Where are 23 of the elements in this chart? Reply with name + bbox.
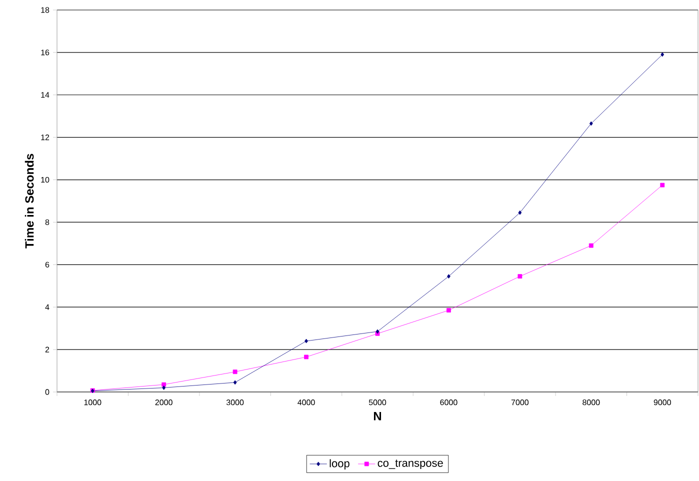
x-tick-label: 6000 bbox=[440, 400, 458, 406]
y-tick-label: 12 bbox=[41, 134, 50, 140]
x-tick-label: 8000 bbox=[582, 400, 600, 406]
y-tick-label: 6 bbox=[45, 262, 50, 268]
y-axis-title: Time in Seconds bbox=[24, 154, 34, 248]
y-tick-label: 0 bbox=[45, 389, 50, 395]
x-tick-label: 1000 bbox=[84, 400, 102, 406]
legend-label: loop bbox=[330, 459, 350, 470]
x-tick-label: 5000 bbox=[368, 400, 386, 406]
x-tick-label: 4000 bbox=[298, 400, 315, 406]
y-tick-label: 14 bbox=[41, 92, 50, 98]
y-tick-label: 16 bbox=[41, 50, 50, 56]
y-tick-label: 18 bbox=[41, 7, 50, 13]
y-tick-label: 4 bbox=[45, 304, 50, 310]
y-tick-label: 8 bbox=[45, 219, 50, 226]
y-tick-label: 10 bbox=[41, 176, 50, 183]
x-tick-label: 7000 bbox=[511, 400, 529, 406]
x-tick-label: 3000 bbox=[226, 400, 244, 406]
x-tick-label: 2000 bbox=[155, 400, 172, 406]
x-axis-title: N bbox=[374, 412, 382, 420]
x-tick-label: 9000 bbox=[654, 400, 671, 406]
y-tick-label: 2 bbox=[45, 346, 50, 352]
legend-label: co_transpose bbox=[378, 460, 443, 470]
